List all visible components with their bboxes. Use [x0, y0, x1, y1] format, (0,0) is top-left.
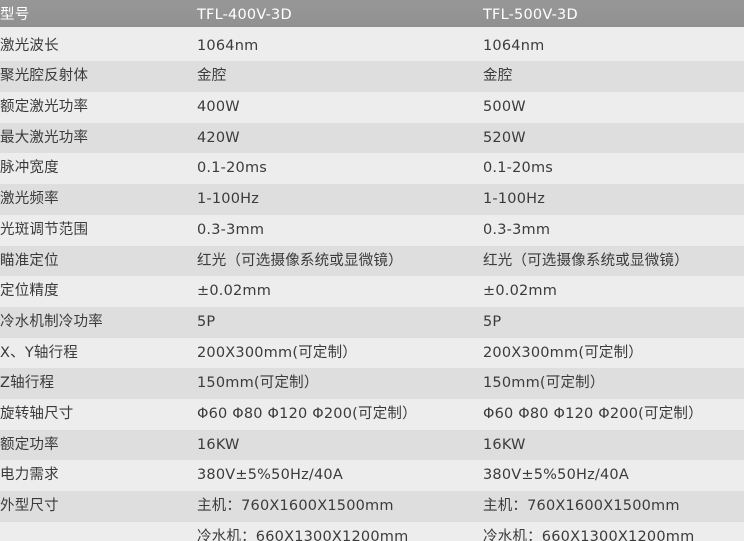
header-cell-model-b: TFL-500V-3D: [483, 7, 578, 23]
table-row: 定位精度 ±0.02mm ±0.02mm: [0, 276, 744, 307]
header-cell-label: 型号: [0, 7, 30, 23]
table-row: 冷水机制冷功率 5P 5P: [0, 306, 744, 338]
table-row: 额定功率 16KW 16KW: [0, 429, 744, 461]
row-value-model-b: 520W: [483, 122, 744, 154]
row-value-model-a: 5P: [197, 306, 483, 338]
row-value-model-b: 16KW: [483, 429, 744, 461]
row-value-model-a: 420W: [197, 122, 483, 154]
row-label: 最大激光功率: [0, 122, 197, 154]
table-row: 聚光腔反射体 金腔 金腔: [0, 61, 744, 93]
row-label: 定位精度: [0, 276, 197, 307]
row-label: 激光频率: [0, 184, 197, 215]
row-value-model-a: 0.3-3mm: [197, 214, 483, 246]
row-value-model-b: 金腔: [483, 61, 744, 93]
row-label: 额定激光功率: [0, 92, 197, 123]
row-value-model-b: ±0.02mm: [483, 276, 744, 307]
table-row: 冷水机：660X1300X1200mm 冷水机：660X1300X1200mm: [0, 521, 744, 541]
table-row: X、Y轴行程 200X300mm(可定制） 200X300mm(可定制）: [0, 337, 744, 369]
table-row: Z轴行程 150mm(可定制） 150mm(可定制）: [0, 368, 744, 399]
row-value-model-a: 0.1-20ms: [197, 153, 483, 185]
row-value-model-b: Φ60 Φ80 Φ120 Φ200(可定制）: [483, 398, 744, 430]
table-row: 旋转轴尺寸 Φ60 Φ80 Φ120 Φ200(可定制） Φ60 Φ80 Φ120 …: [0, 398, 744, 430]
row-label: 脉冲宽度: [0, 153, 197, 185]
row-value-model-b: 380V±5%50Hz/40A: [483, 460, 744, 491]
table-header-row: 型号 TFL-400V-3D TFL-500V-3D: [0, 0, 744, 31]
row-value-model-a: 主机：760X1600X1500mm: [197, 491, 483, 522]
table-row: 电力需求 380V±5%50Hz/40A 380V±5%50Hz/40A: [0, 460, 744, 491]
table-row: 激光频率 1-100Hz 1-100Hz: [0, 184, 744, 215]
row-label: 聚光腔反射体: [0, 61, 197, 93]
row-label: 旋转轴尺寸: [0, 398, 197, 430]
row-label: X、Y轴行程: [0, 337, 197, 369]
row-label: 激光波长: [0, 30, 197, 62]
table-row: 激光波长 1064nm 1064nm: [0, 30, 744, 62]
row-label: [0, 521, 197, 541]
table-row: 最大激光功率 420W 520W: [0, 122, 744, 154]
row-value-model-a: 1-100Hz: [197, 184, 483, 215]
row-value-model-b: 500W: [483, 92, 744, 123]
row-value-model-a: 200X300mm(可定制）: [197, 337, 483, 369]
row-label: 冷水机制冷功率: [0, 306, 197, 338]
header-band: [0, 0, 744, 27]
row-value-model-a: 16KW: [197, 429, 483, 461]
header-cell-model-a: TFL-400V-3D: [197, 7, 292, 23]
row-value-model-a: 1064nm: [197, 30, 483, 62]
row-value-model-a: 红光（可选摄像系统或显微镜）: [197, 245, 483, 277]
row-label: 额定功率: [0, 429, 197, 461]
row-value-model-b: 红光（可选摄像系统或显微镜）: [483, 245, 744, 277]
row-value-model-a: 150mm(可定制）: [197, 368, 483, 399]
row-value-model-b: 5P: [483, 306, 744, 338]
row-label: 电力需求: [0, 460, 197, 491]
table-row: 脉冲宽度 0.1-20ms 0.1-20ms: [0, 153, 744, 185]
table-row: 外型尺寸 主机：760X1600X1500mm 主机：760X1600X1500mm: [0, 491, 744, 522]
row-value-model-b: 主机：760X1600X1500mm: [483, 491, 744, 522]
row-value-model-a: 金腔: [197, 61, 483, 93]
row-label: 光斑调节范围: [0, 214, 197, 246]
row-label: 外型尺寸: [0, 491, 197, 522]
row-value-model-a: ±0.02mm: [197, 276, 483, 307]
row-value-model-b: 150mm(可定制）: [483, 368, 744, 399]
row-value-model-a: 380V±5%50Hz/40A: [197, 460, 483, 491]
row-label: 瞄准定位: [0, 245, 197, 277]
row-value-model-b: 1-100Hz: [483, 184, 744, 215]
table-row: 额定激光功率 400W 500W: [0, 92, 744, 123]
row-value-model-a: Φ60 Φ80 Φ120 Φ200(可定制）: [197, 398, 483, 430]
row-value-model-b: 冷水机：660X1300X1200mm: [483, 521, 744, 541]
row-value-model-a: 400W: [197, 92, 483, 123]
row-value-model-b: 0.3-3mm: [483, 214, 744, 246]
row-value-model-b: 200X300mm(可定制）: [483, 337, 744, 369]
row-label: Z轴行程: [0, 368, 197, 399]
table-row: 光斑调节范围 0.3-3mm 0.3-3mm: [0, 214, 744, 246]
row-value-model-b: 1064nm: [483, 30, 744, 62]
row-value-model-a: 冷水机：660X1300X1200mm: [197, 521, 483, 541]
table-row: 瞄准定位 红光（可选摄像系统或显微镜） 红光（可选摄像系统或显微镜）: [0, 245, 744, 277]
row-value-model-b: 0.1-20ms: [483, 153, 744, 185]
